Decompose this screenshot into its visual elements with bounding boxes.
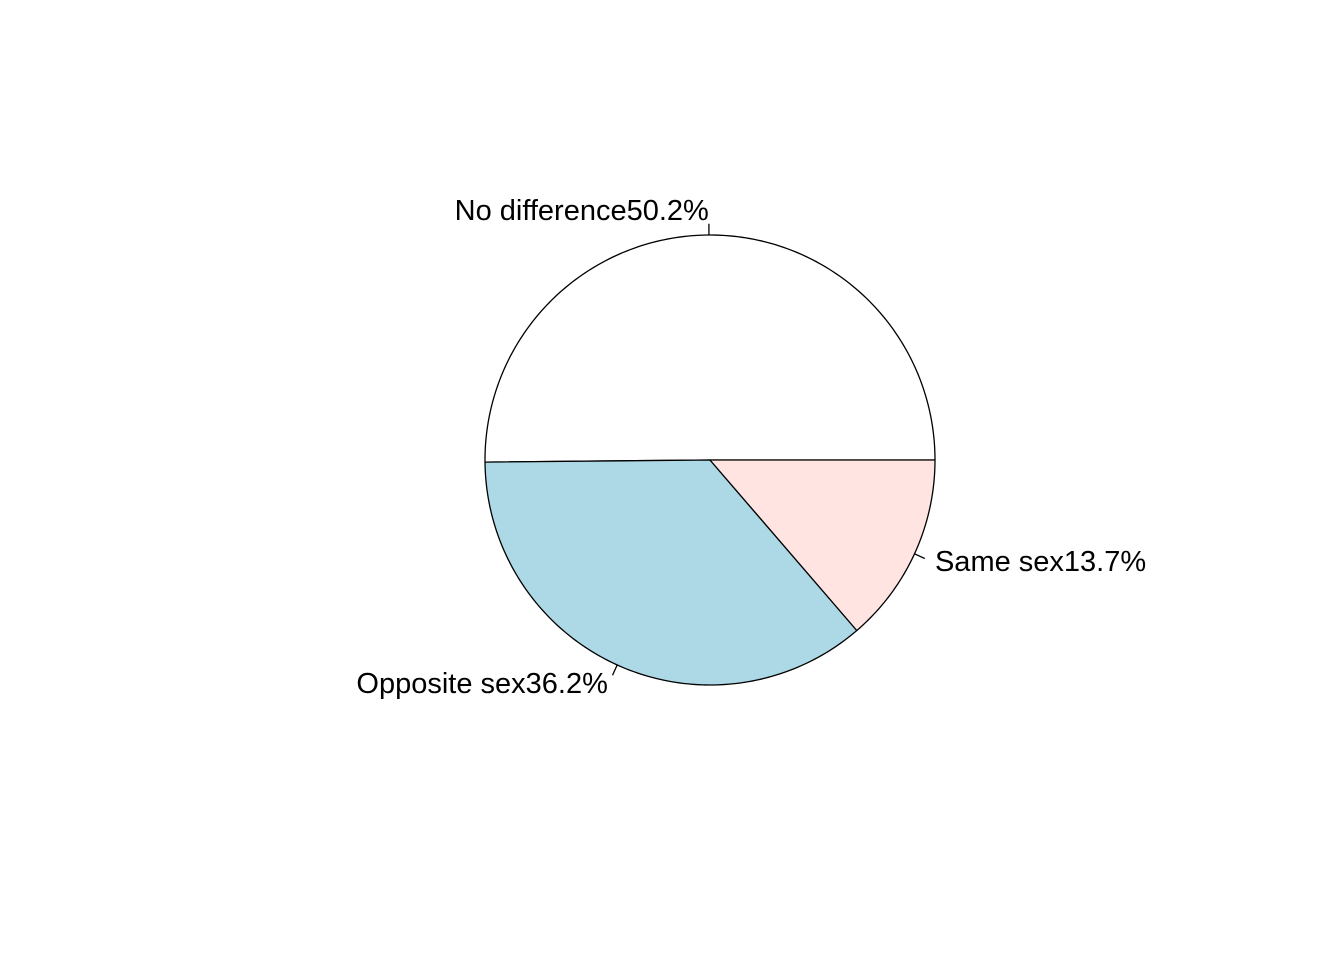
pie-label-no-difference: No difference50.2% [455, 195, 709, 227]
pie-label-opposite-sex: Opposite sex36.2% [356, 668, 607, 700]
pie-slices [484, 234, 936, 686]
pie-tick-same-sex [914, 553, 926, 560]
pie-slice-no-difference [484, 234, 936, 463]
pie-labels: No difference50.2% Opposite sex36.2% Same … [356, 195, 1146, 700]
pie-label-same-sex: Same sex13.7% [935, 546, 1146, 578]
pie-tick-opposite-sex [611, 664, 618, 676]
pie-label-ticks [611, 223, 926, 676]
pie-slice-opposite-sex [484, 459, 858, 686]
